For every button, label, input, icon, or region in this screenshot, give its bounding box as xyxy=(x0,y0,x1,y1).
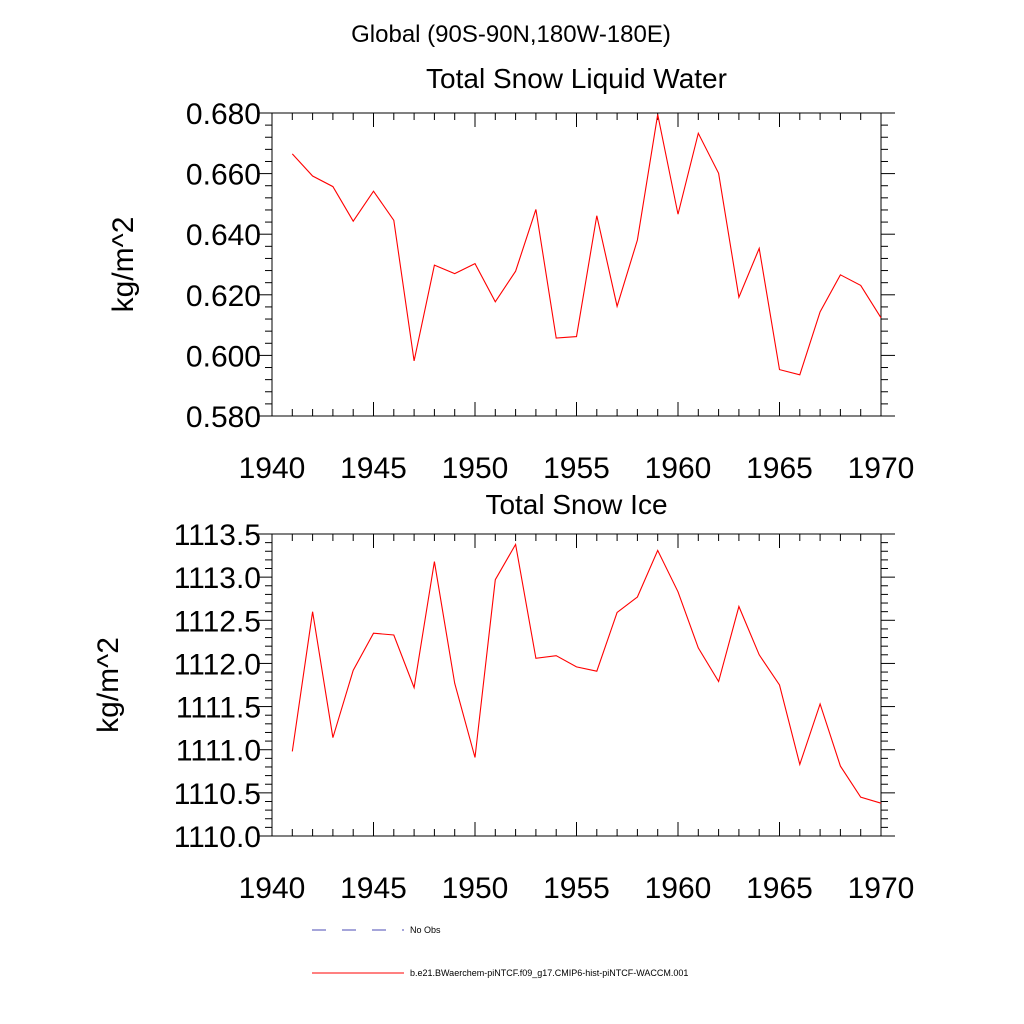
x-tick-label: 1965 xyxy=(746,872,813,905)
x-tick-label: 1960 xyxy=(645,872,712,905)
x-tick-label: 1960 xyxy=(645,452,712,485)
snow-liquid-water-panel: 1940 1945 1950 1955 1960 1965 1970 0.580 0.600 0.… xyxy=(107,63,914,485)
series-line xyxy=(291,114,882,376)
y-tick-label: 1111.5 xyxy=(176,692,261,725)
x-tick-label: 1940 xyxy=(239,452,306,485)
y-tick-label: 0.680 xyxy=(186,98,261,131)
y-tick-label: 1110.0 xyxy=(174,821,261,854)
y-tick-label: 0.660 xyxy=(186,159,261,192)
x-tick-label: 1945 xyxy=(340,452,407,485)
y-tick-label: 1112.0 xyxy=(174,648,261,681)
x-tick-label: 1945 xyxy=(340,872,407,905)
y-tick-label: 1113.0 xyxy=(174,562,261,595)
snow-ice-panel: 1940 1945 1950 1955 1960 1965 1970 1110.0 1110.5… xyxy=(92,489,914,905)
y-tick-label: 1110.5 xyxy=(174,778,261,811)
x-tick-label: 1950 xyxy=(442,872,509,905)
series-line xyxy=(291,542,882,804)
legend-no-obs-label: No Obs xyxy=(410,925,441,935)
y-axis-label: kg/m^2 xyxy=(92,637,125,733)
x-tick-label: 1955 xyxy=(543,872,610,905)
chart-title: Total Snow Liquid Water xyxy=(426,63,727,94)
y-tick-label: 0.620 xyxy=(186,280,261,313)
x-tick-label: 1940 xyxy=(239,872,306,905)
y-tick-label: 0.600 xyxy=(186,340,261,373)
plot-frame xyxy=(271,533,882,837)
x-tick-label: 1965 xyxy=(746,452,813,485)
y-tick-label: 0.580 xyxy=(186,401,261,434)
y-tick-label: 1113.5 xyxy=(174,519,261,552)
y-tick-label: 0.640 xyxy=(186,219,261,252)
y-axis-label: kg/m^2 xyxy=(107,217,140,313)
x-tick-label: 1970 xyxy=(848,872,915,905)
x-tick-label: 1955 xyxy=(543,452,610,485)
legend: No Obs b.e21.BWaerchem-piNTCF.f09_g17.CM… xyxy=(312,925,688,978)
chart-title: Total Snow Ice xyxy=(485,489,667,520)
legend-run-label: b.e21.BWaerchem-piNTCF.f09_g17.CMIP6-his… xyxy=(410,968,688,978)
x-tick-label: 1970 xyxy=(848,452,915,485)
x-tick-label: 1950 xyxy=(442,452,509,485)
region-title: Global (90S-90N,180W-180E) xyxy=(351,21,671,48)
y-tick-label: 1111.0 xyxy=(176,735,261,768)
plot-frame xyxy=(271,112,882,417)
y-tick-label: 1112.5 xyxy=(174,605,261,638)
